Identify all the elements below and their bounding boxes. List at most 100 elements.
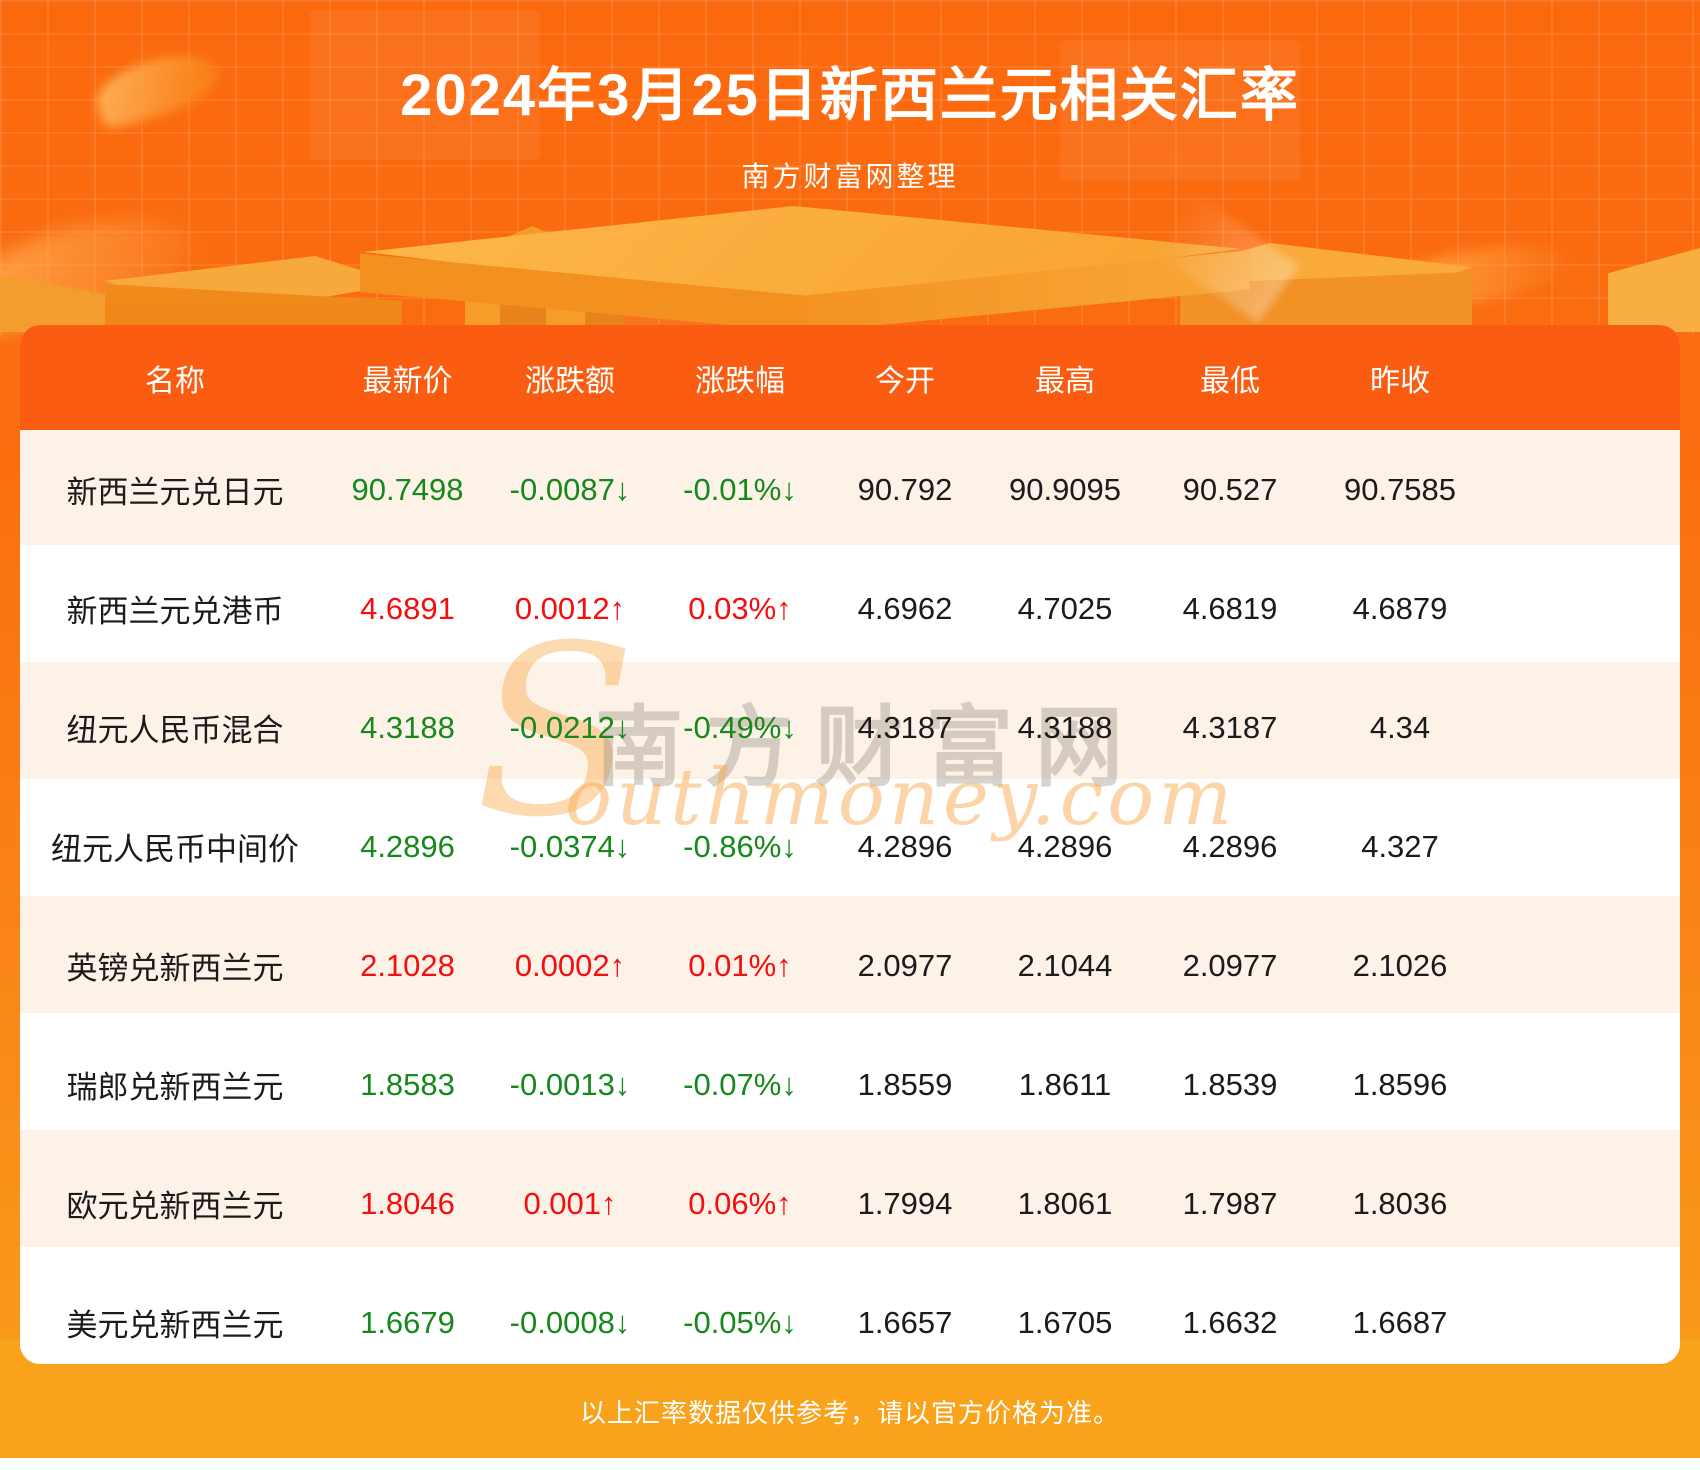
prev-close-price: 1.8596 (1352, 1066, 1448, 1102)
low-price: 90.527 (1182, 471, 1278, 507)
prev-close-price: 1.8036 (1352, 1185, 1448, 1221)
table-header-row: 名称 最新价 涨跌额 涨跌幅 今开 最高 最低 昨收 (20, 325, 1680, 430)
open-price: 4.2896 (857, 828, 953, 864)
high-price: 2.1044 (1017, 947, 1113, 983)
col-header-name: 名称 (20, 325, 330, 430)
latest-price: 4.2896 (360, 828, 455, 864)
latest-price: 90.7498 (351, 471, 464, 507)
change-percent: -0.05%↓ (683, 1304, 797, 1340)
spacer-cell (1485, 1025, 1680, 1144)
background-patch (1060, 40, 1300, 180)
table-row: 新西兰元兑日元 90.7498 -0.0087↓ -0.01%↓ 90.792 … (20, 430, 1680, 549)
change-amount: 0.001↑ (523, 1185, 617, 1221)
change-amount: 0.0012↑ (514, 590, 626, 626)
latest-price: 1.8583 (360, 1066, 455, 1102)
change-amount: 0.0002↑ (514, 947, 626, 983)
prev-close-price: 4.6879 (1352, 590, 1448, 626)
footer-note: 以上汇率数据仅供参考，请以官方价格为准。 (579, 1398, 1120, 1428)
open-price: 2.0977 (857, 947, 953, 983)
prev-close-price: 4.34 (1369, 709, 1431, 745)
low-price: 2.0977 (1182, 947, 1278, 983)
open-price: 4.3187 (857, 709, 953, 745)
prev-close-price: 2.1026 (1352, 947, 1448, 983)
high-price: 4.7025 (1017, 590, 1113, 626)
open-price: 1.8559 (857, 1066, 953, 1102)
change-amount: -0.0212↓ (509, 709, 631, 745)
change-percent: 0.06%↑ (688, 1185, 792, 1221)
latest-price: 1.8046 (360, 1185, 455, 1221)
rates-table-card: S 南方财富网 outhmoney.com 名称 最新价 涨跌额 涨跌幅 今开 … (20, 325, 1680, 1364)
pair-name: 瑞郎兑新西兰元 (66, 1070, 284, 1105)
change-amount: -0.0374↓ (509, 828, 631, 864)
low-price: 4.6819 (1182, 590, 1278, 626)
latest-price: 1.6679 (360, 1304, 455, 1340)
latest-price: 4.3188 (360, 709, 455, 745)
col-header-prev-close: 昨收 (1315, 325, 1485, 430)
prev-close-price: 1.6687 (1352, 1304, 1448, 1340)
spacer-cell (1485, 906, 1680, 1025)
prev-close-price: 4.327 (1361, 828, 1439, 864)
page-title: 2024年3月25日新西兰元相关汇率 (400, 63, 1300, 128)
col-header-spacer (1485, 325, 1680, 430)
low-price: 1.8539 (1182, 1066, 1278, 1102)
rates-table: 名称 最新价 涨跌额 涨跌幅 今开 最高 最低 昨收 新西兰元兑日元 90.74… (20, 325, 1680, 1364)
change-percent: -0.01%↓ (683, 471, 797, 507)
high-price: 4.2896 (1017, 828, 1113, 864)
low-price: 1.7987 (1182, 1185, 1278, 1221)
change-amount: -0.0087↓ (509, 471, 631, 507)
pair-name: 纽元人民币混合 (66, 713, 284, 748)
table-row: 瑞郎兑新西兰元 1.8583 -0.0013↓ -0.07%↓ 1.8559 1… (20, 1025, 1680, 1144)
col-header-latest: 最新价 (330, 325, 485, 430)
high-price: 1.6705 (1017, 1304, 1113, 1340)
table-row: 美元兑新西兰元 1.6679 -0.0008↓ -0.05%↓ 1.6657 1… (20, 1263, 1680, 1364)
change-percent: -0.07%↓ (683, 1066, 797, 1102)
table-row: 纽元人民币混合 4.3188 -0.0212↓ -0.49%↓ 4.3187 4… (20, 668, 1680, 787)
change-amount: -0.0008↓ (509, 1304, 631, 1340)
open-price: 90.792 (857, 471, 953, 507)
table-row: 新西兰元兑港币 4.6891 0.0012↑ 0.03%↑ 4.6962 4.7… (20, 549, 1680, 668)
col-header-open: 今开 (825, 325, 985, 430)
pair-name: 英镑兑新西兰元 (66, 951, 284, 986)
open-price: 4.6962 (857, 590, 953, 626)
change-percent: -0.49%↓ (683, 709, 797, 745)
table-row: 英镑兑新西兰元 2.1028 0.0002↑ 0.01%↑ 2.0977 2.1… (20, 906, 1680, 1025)
latest-price: 2.1028 (360, 947, 455, 983)
spacer-cell (1485, 549, 1680, 668)
pair-name: 新西兰元兑港币 (66, 594, 284, 629)
low-price: 4.3187 (1182, 709, 1278, 745)
col-header-high: 最高 (985, 325, 1145, 430)
change-percent: 0.01%↑ (688, 947, 792, 983)
spacer-cell (1485, 1263, 1680, 1364)
change-amount: -0.0013↓ (509, 1066, 631, 1102)
col-header-low: 最低 (1145, 325, 1315, 430)
background-patch (310, 10, 540, 160)
pair-name: 美元兑新西兰元 (66, 1308, 284, 1343)
pair-name: 纽元人民币中间价 (51, 832, 299, 867)
page-subtitle: 南方财富网整理 (741, 161, 959, 192)
pair-name: 欧元兑新西兰元 (66, 1189, 284, 1224)
row-stripes (20, 428, 1680, 1364)
spacer-cell (1485, 430, 1680, 549)
pair-name: 新西兰元兑日元 (66, 475, 284, 510)
high-price: 1.8611 (1018, 1066, 1112, 1102)
high-price: 90.9095 (1008, 471, 1122, 507)
prev-close-price: 90.7585 (1343, 471, 1457, 507)
table-row: 纽元人民币中间价 4.2896 -0.0374↓ -0.86%↓ 4.2896 … (20, 787, 1680, 906)
col-header-change: 涨跌额 (485, 325, 655, 430)
table-row: 欧元兑新西兰元 1.8046 0.001↑ 0.06%↑ 1.7994 1.80… (20, 1144, 1680, 1263)
spacer-cell (1485, 787, 1680, 906)
bottom-strip (0, 1458, 1700, 1470)
change-percent: -0.86%↓ (683, 828, 797, 864)
low-price: 1.6632 (1182, 1304, 1278, 1340)
spacer-cell (1485, 1144, 1680, 1263)
open-price: 1.6657 (857, 1304, 953, 1340)
rates-table-body: 新西兰元兑日元 90.7498 -0.0087↓ -0.01%↓ 90.792 … (20, 430, 1680, 1364)
open-price: 1.7994 (857, 1185, 953, 1221)
spacer-cell (1485, 668, 1680, 787)
high-price: 4.3188 (1017, 709, 1113, 745)
high-price: 1.8061 (1017, 1185, 1113, 1221)
col-header-change-pct: 涨跌幅 (655, 325, 825, 430)
change-percent: 0.03%↑ (688, 590, 792, 626)
low-price: 4.2896 (1182, 828, 1278, 864)
